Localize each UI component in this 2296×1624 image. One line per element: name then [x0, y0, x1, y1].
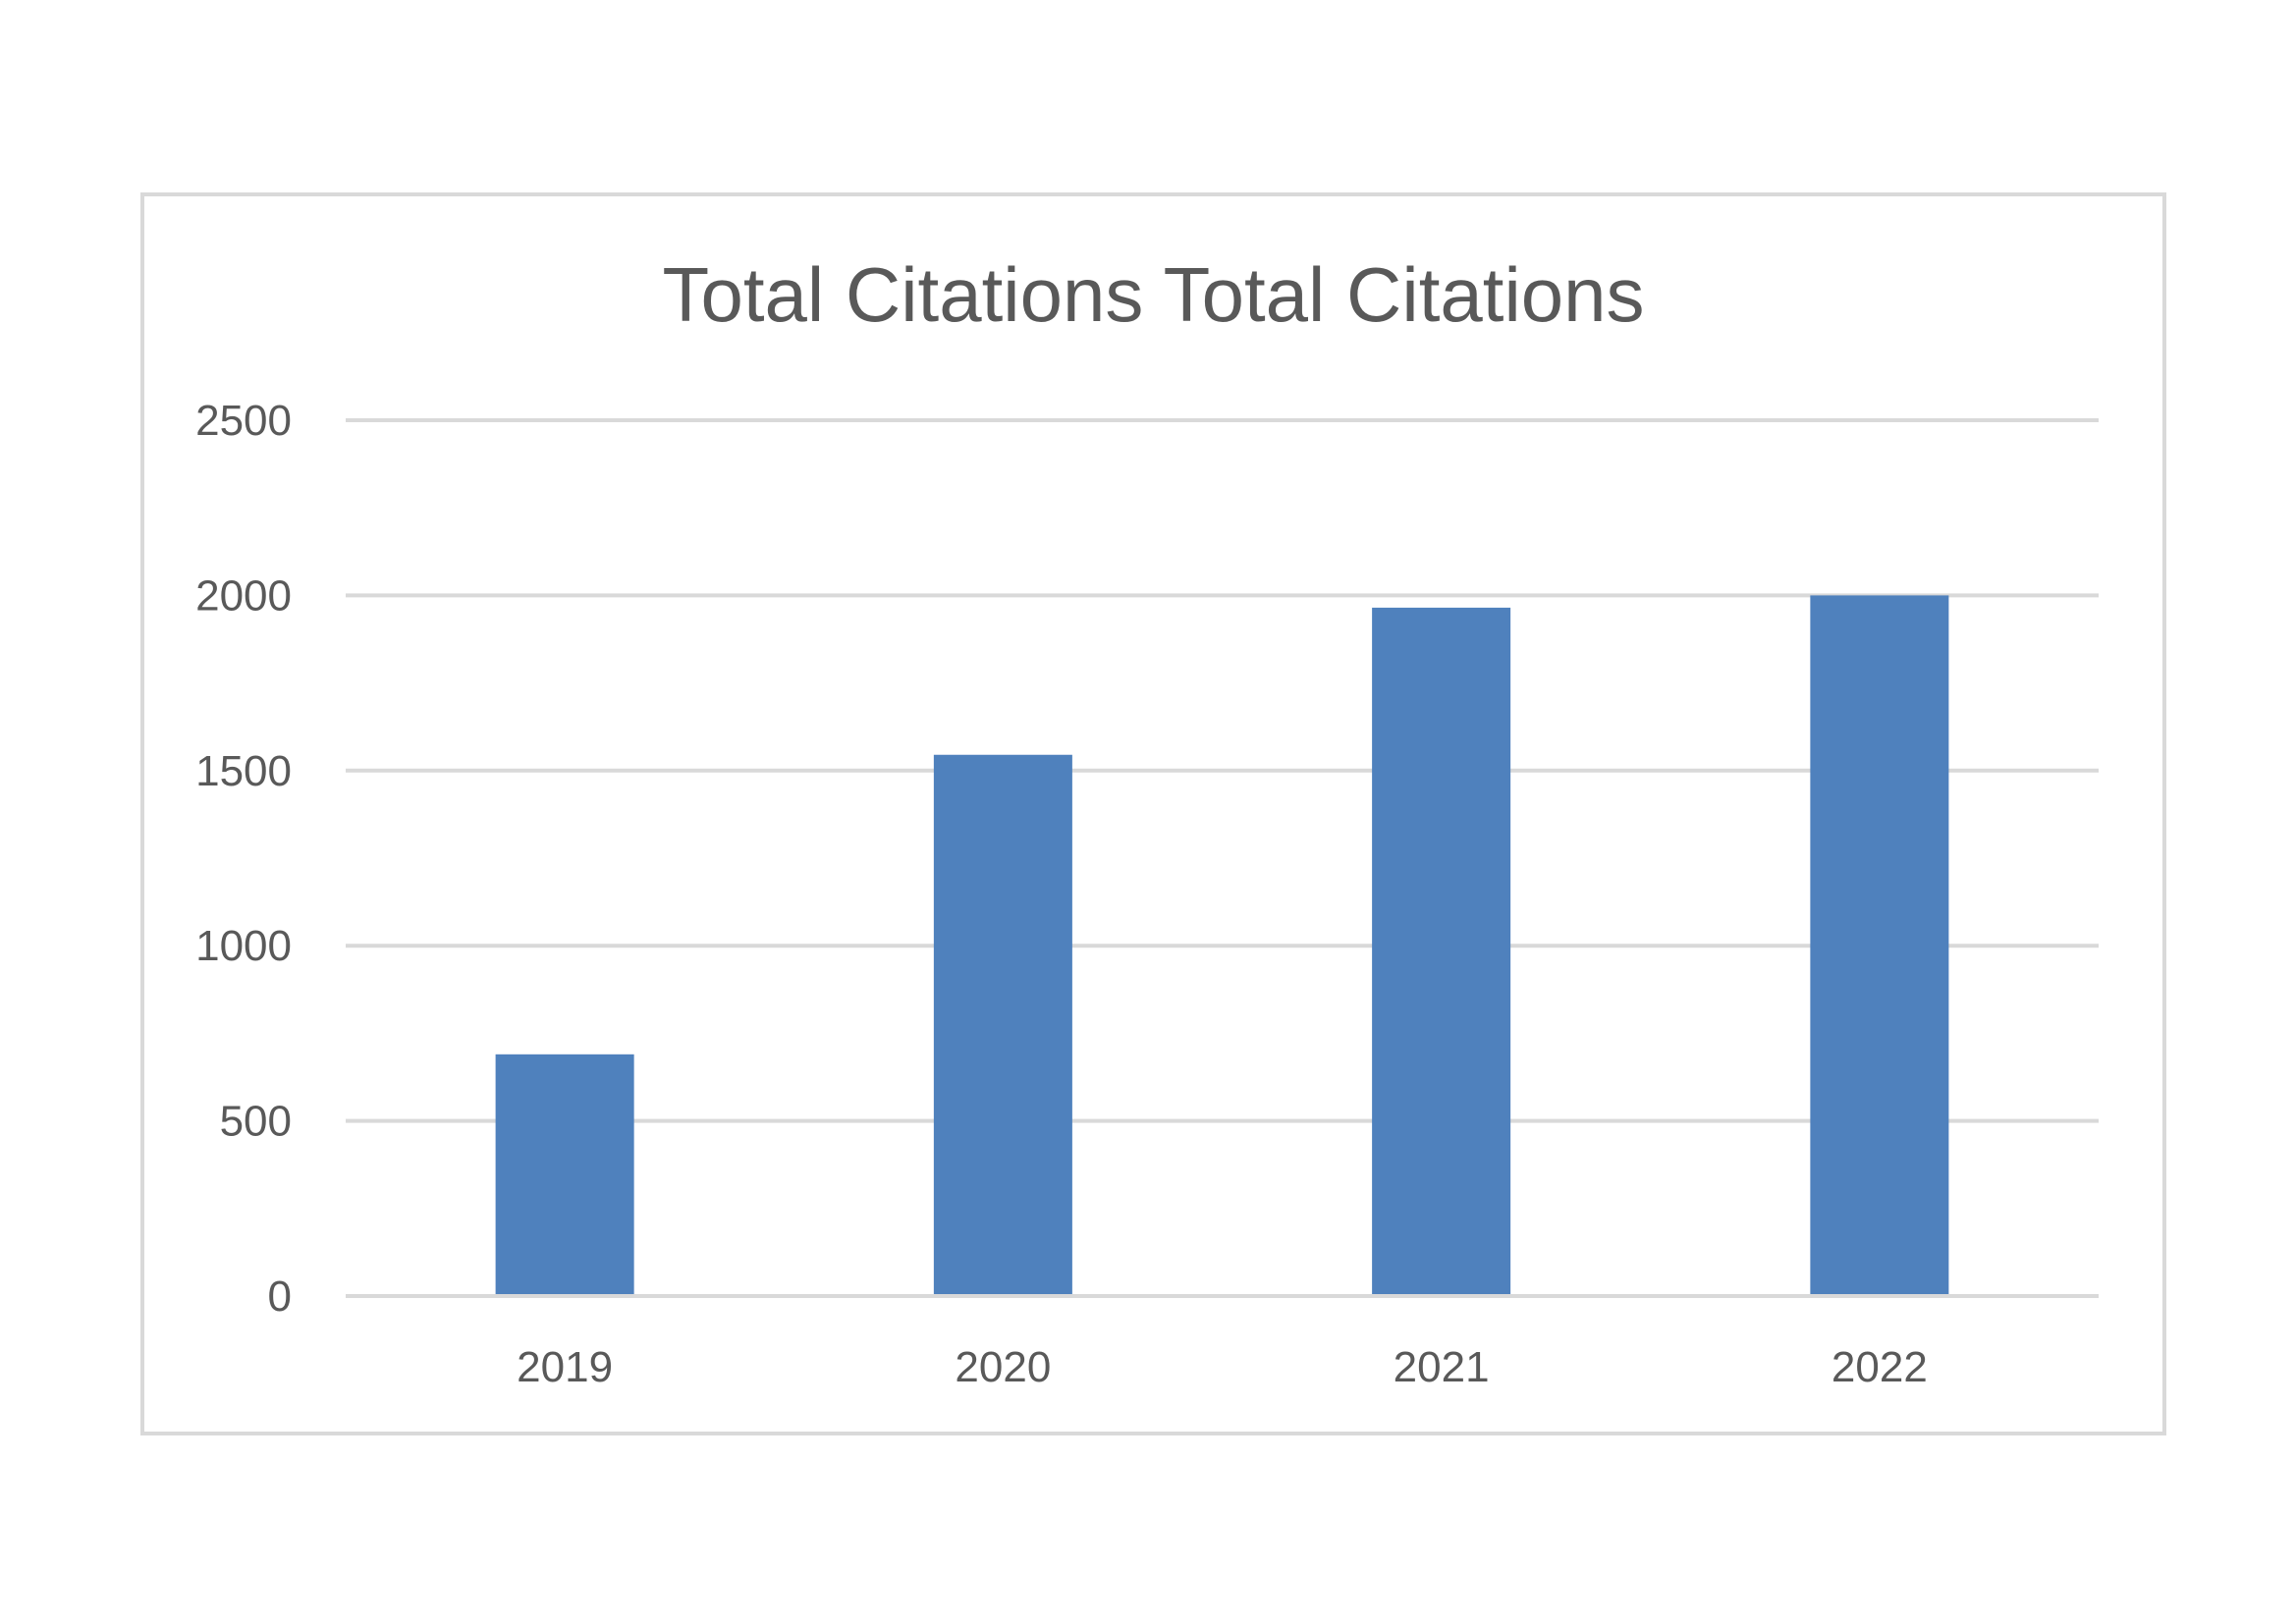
x-tick-label: 2020: [955, 1343, 1051, 1391]
bars: [495, 595, 1949, 1294]
y-axis-tick-labels: 0 500 1000 1500 2000 2500: [195, 397, 292, 1321]
y-tick-label: 0: [268, 1272, 292, 1321]
bar-2019: [495, 1054, 634, 1294]
x-tick-label: 2021: [1394, 1343, 1490, 1391]
bar-2022: [1810, 595, 1949, 1294]
x-axis-tick-labels: 2019 2020 2021 2022: [517, 1343, 1928, 1391]
chart-title: Total Citations Total Citations: [662, 251, 1645, 338]
chart-plot-area: 0 500 1000 1500 2000 2500 2019 2020 2021 2022: [195, 397, 2099, 1391]
y-tick-label: 2500: [195, 397, 292, 445]
y-tick-label: 2000: [195, 571, 292, 620]
chart-container: Total Citations Total Citations 0 500 1000…: [140, 192, 2166, 1435]
x-tick-label: 2022: [1831, 1343, 1928, 1391]
y-tick-label: 1000: [195, 922, 292, 970]
bar-2020: [933, 754, 1072, 1294]
x-tick-label: 2019: [517, 1343, 613, 1391]
y-tick-label: 1500: [195, 747, 292, 795]
gridlines: [346, 418, 2099, 1298]
bar-2021: [1372, 607, 1511, 1294]
y-tick-label: 500: [220, 1098, 292, 1146]
